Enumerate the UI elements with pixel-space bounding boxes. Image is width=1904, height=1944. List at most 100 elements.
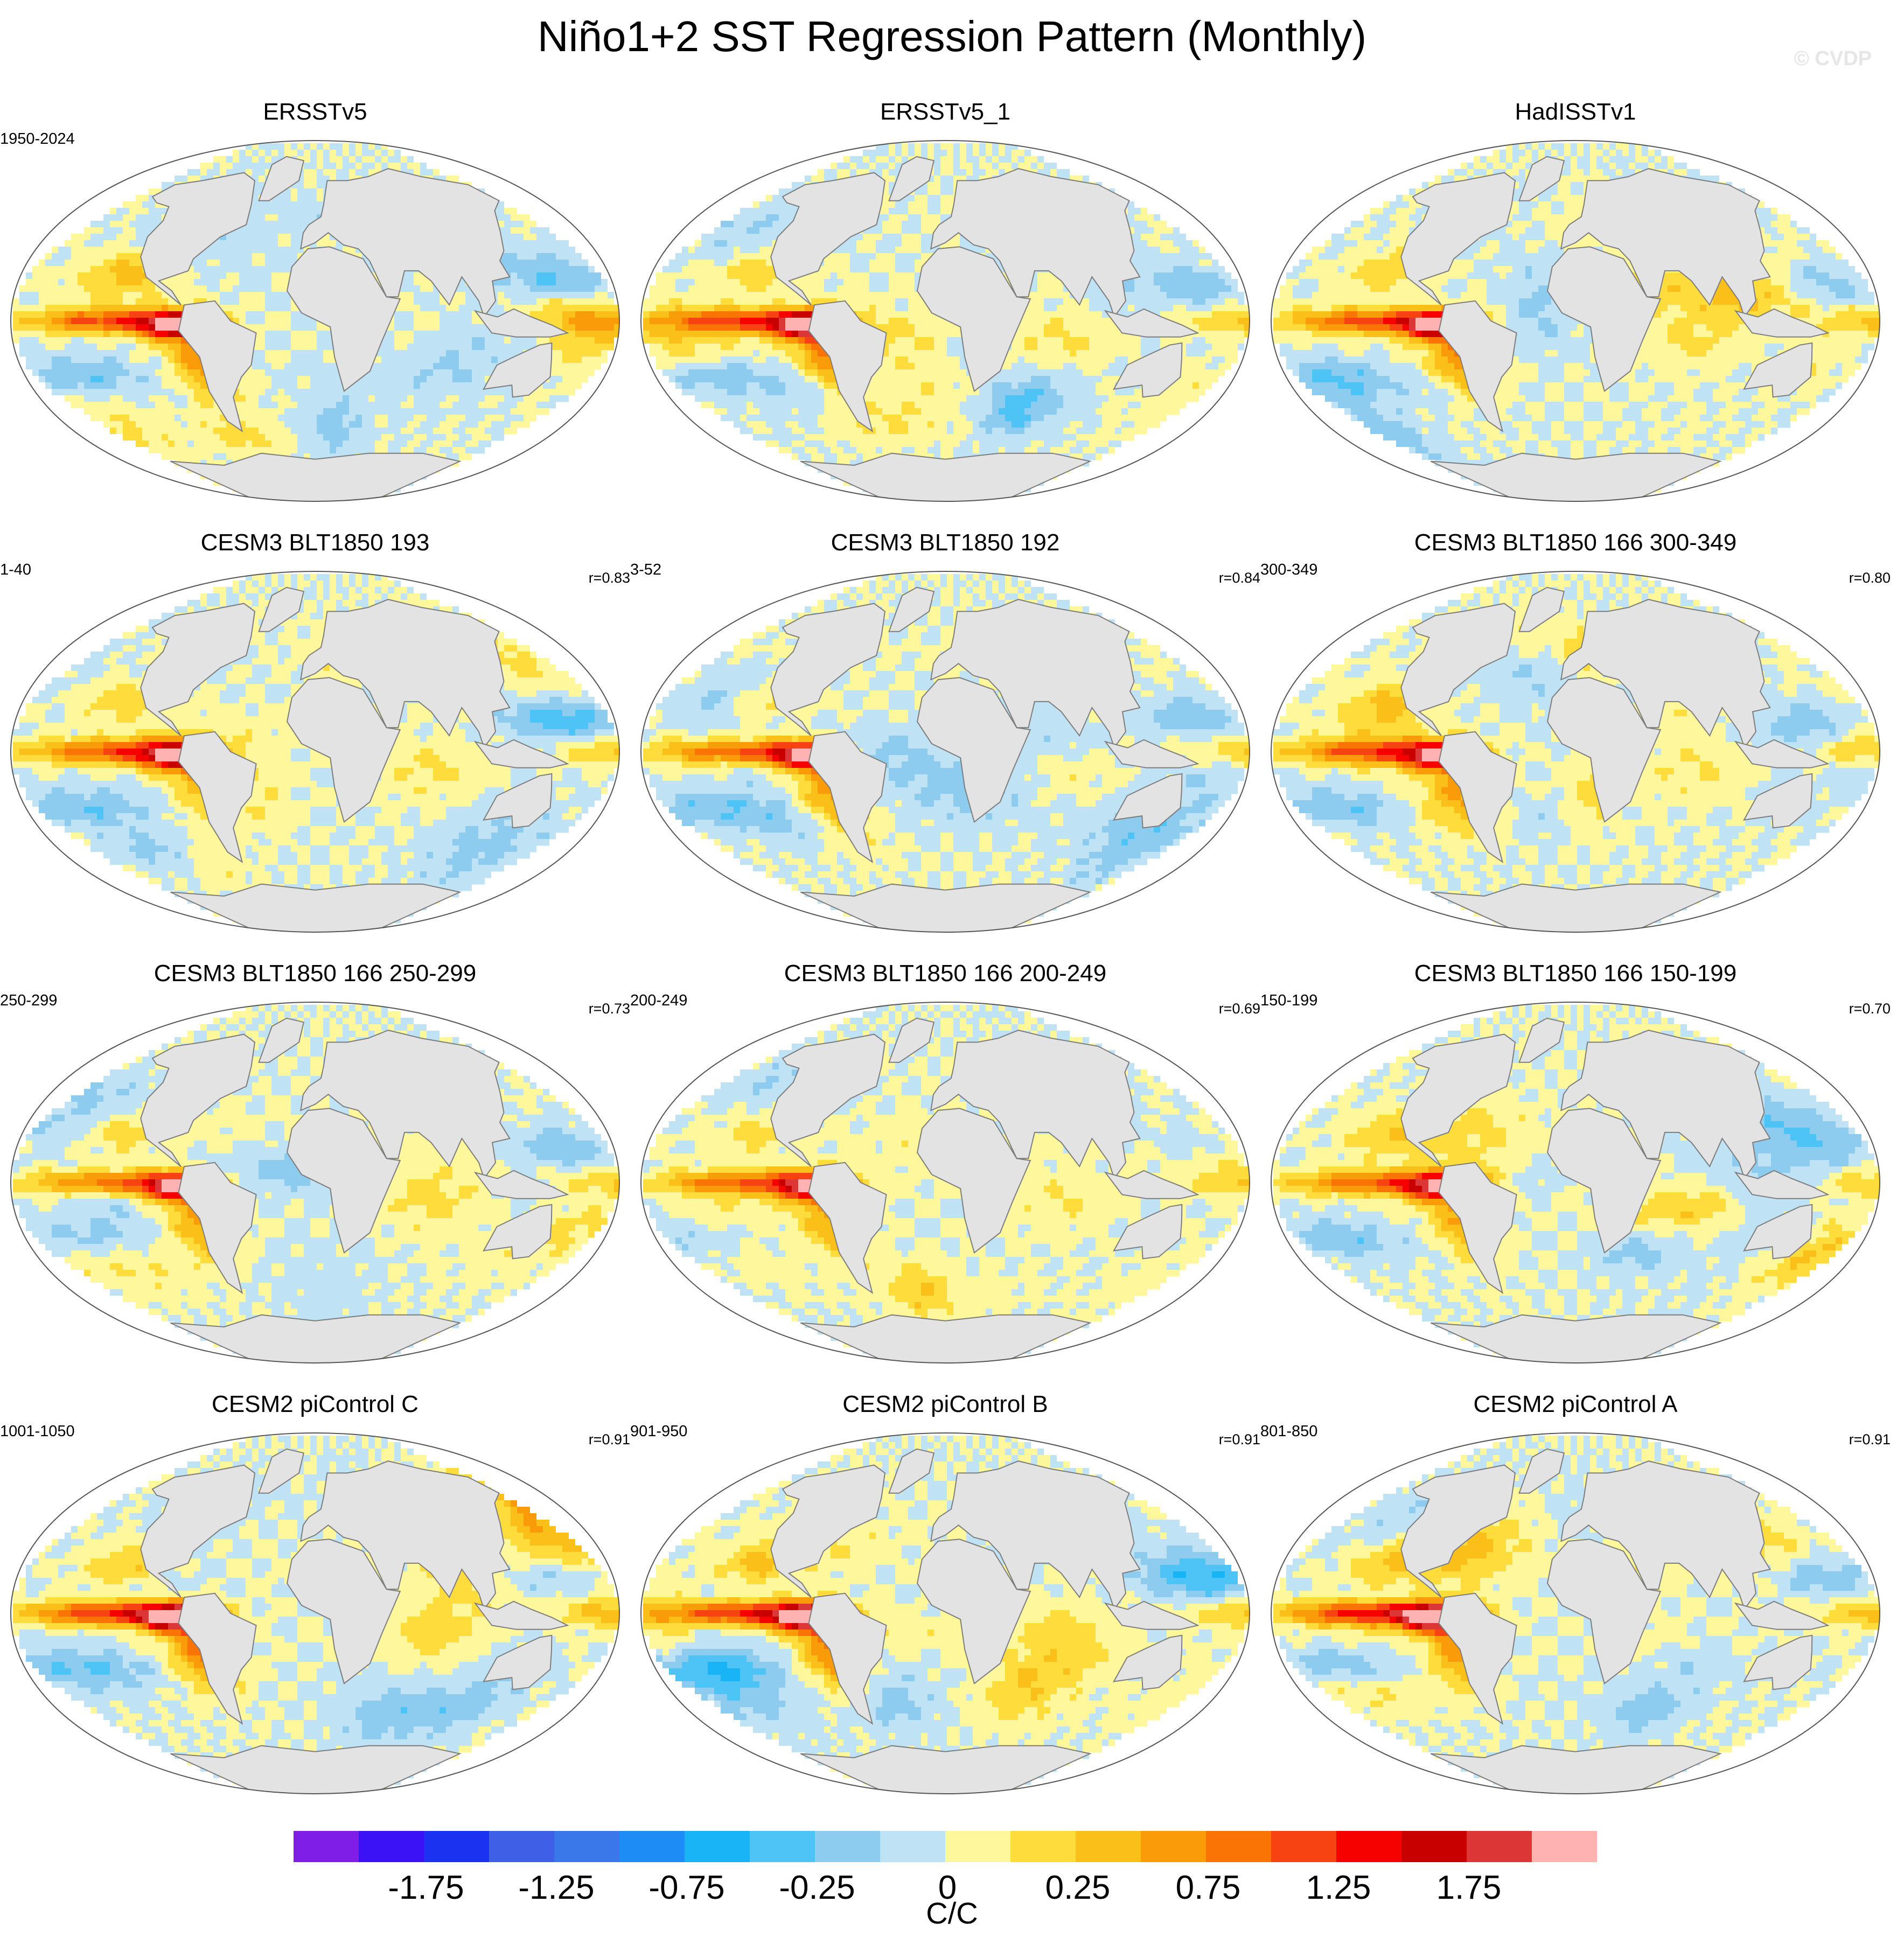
sst-cell xyxy=(1771,428,1777,435)
sst-cell xyxy=(1280,292,1293,299)
sst-cell xyxy=(915,337,934,344)
sst-cell xyxy=(175,369,187,376)
sst-cell xyxy=(1024,389,1044,396)
sst-cell xyxy=(252,253,265,260)
sst-cell xyxy=(271,839,297,846)
sst-cell xyxy=(999,593,1005,600)
sst-cell xyxy=(1474,266,1493,273)
sst-cell xyxy=(1558,447,1571,454)
sst-cell xyxy=(1480,440,1493,447)
sst-cell xyxy=(149,440,168,447)
sst-cell xyxy=(394,305,420,312)
sst-cell xyxy=(116,710,142,717)
sst-cell xyxy=(1506,272,1525,279)
sst-cell xyxy=(641,201,753,208)
sst-cell xyxy=(11,865,123,872)
sst-cell xyxy=(381,593,388,600)
sst-cell xyxy=(259,581,265,588)
sst-cell xyxy=(1842,369,1855,376)
sst-cell xyxy=(641,298,643,305)
sst-cell xyxy=(310,871,330,878)
sst-cell xyxy=(1525,272,1532,279)
sst-cell xyxy=(446,794,478,801)
sst-cell xyxy=(259,652,278,659)
sst-cell xyxy=(323,600,336,607)
sst-cell xyxy=(1147,240,1173,247)
sst-cell xyxy=(381,143,388,150)
sst-cell xyxy=(734,421,747,428)
sst-cell xyxy=(136,626,149,633)
sst-cell xyxy=(39,298,90,305)
sst-cell xyxy=(284,626,297,633)
sst-cell xyxy=(1771,234,1784,241)
sst-cell xyxy=(1635,369,1655,376)
sst-cell xyxy=(1719,440,1732,447)
panel-period-label: 1950-2024 xyxy=(0,130,75,148)
sst-cell xyxy=(1273,305,1293,312)
sst-cell xyxy=(323,434,349,441)
sst-cell xyxy=(103,852,136,859)
sst-cell xyxy=(517,272,536,279)
sst-cell xyxy=(595,337,614,344)
sst-cell xyxy=(1551,143,1564,150)
sst-cell xyxy=(1024,581,1031,588)
sst-cell xyxy=(1396,408,1403,415)
sst-cell xyxy=(1218,272,1231,279)
sst-cell xyxy=(1538,363,1564,370)
sst-cell xyxy=(246,703,259,710)
sst-cell xyxy=(650,344,662,351)
sst-cell xyxy=(641,221,721,228)
sst-cell xyxy=(498,858,517,865)
sst-cell xyxy=(278,652,291,659)
sst-cell xyxy=(394,768,414,775)
sst-cell xyxy=(136,440,149,447)
sst-cell xyxy=(97,318,103,325)
sst-cell xyxy=(362,421,375,428)
sst-cell xyxy=(641,195,766,202)
sst-cell xyxy=(1474,415,1487,422)
sst-cell xyxy=(414,428,433,435)
sst-cell xyxy=(246,150,252,157)
sst-cell xyxy=(973,163,979,170)
sst-cell xyxy=(84,710,90,717)
sst-cell xyxy=(1648,363,1739,370)
sst-cell xyxy=(239,587,246,594)
sst-cell xyxy=(433,428,452,435)
sst-cell xyxy=(394,581,401,588)
sst-cell xyxy=(11,665,71,672)
sst-cell xyxy=(1525,266,1532,273)
sst-cell xyxy=(116,344,136,351)
sst-cell xyxy=(889,350,947,357)
sst-cell xyxy=(440,311,472,318)
sst-cell xyxy=(162,382,187,389)
sst-cell xyxy=(973,169,986,176)
sst-cell xyxy=(1868,331,1880,338)
sst-cell xyxy=(1564,363,1584,370)
sst-cell xyxy=(252,729,271,736)
sst-cell xyxy=(1154,214,1160,221)
sst-cell xyxy=(504,852,530,859)
sst-cell xyxy=(58,247,71,254)
sst-cell xyxy=(84,337,136,344)
sst-cell xyxy=(1435,176,1441,183)
sst-cell xyxy=(805,356,811,363)
sst-cell xyxy=(1338,253,1390,260)
sst-cell xyxy=(1357,415,1383,422)
sst-cell xyxy=(753,402,824,409)
sst-cell xyxy=(1745,440,1752,447)
sst-cell xyxy=(155,331,168,338)
sst-cell xyxy=(116,279,142,286)
panel-correlation-label: r=0.83 xyxy=(588,570,630,586)
sst-cell xyxy=(908,143,915,150)
sst-cell xyxy=(747,363,792,370)
sst-cell xyxy=(1764,421,1777,428)
sst-cell xyxy=(304,163,317,170)
sst-cell xyxy=(889,143,895,150)
sst-cell xyxy=(1726,453,1732,460)
sst-cell xyxy=(902,408,921,415)
sst-cell xyxy=(1192,337,1205,344)
sst-cell xyxy=(1293,285,1319,292)
sst-cell xyxy=(1351,408,1377,415)
sst-cell xyxy=(798,421,818,428)
sst-cell xyxy=(1525,408,1545,415)
